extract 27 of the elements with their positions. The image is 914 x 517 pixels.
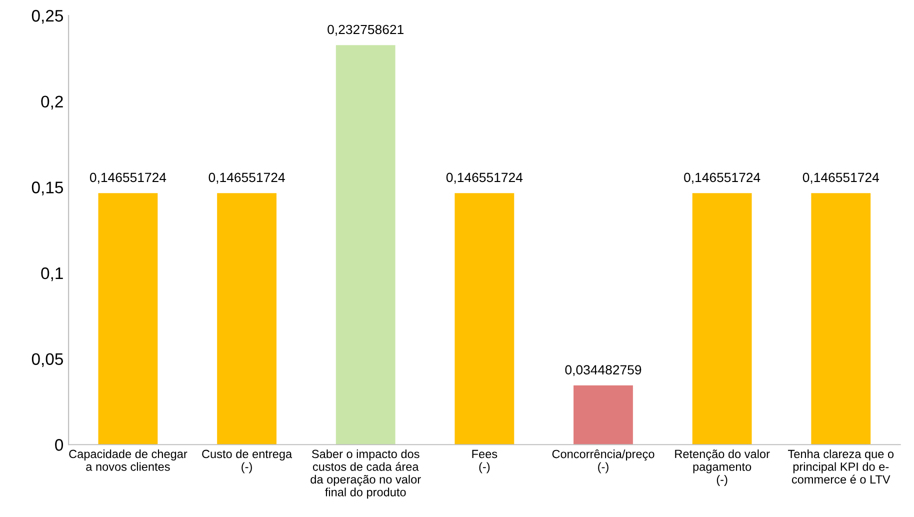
bar — [217, 193, 276, 445]
y-tick-label: 0 — [55, 439, 64, 451]
bar — [574, 385, 633, 445]
x-tick-label: Custo de entrega (-) — [202, 449, 292, 474]
x-tick-label: Fees (-) — [472, 450, 498, 474]
bar — [811, 193, 871, 445]
x-tick-label: Retenção do valor pagamento (-) — [675, 449, 770, 486]
x-tick-label: Capacidade de chegar a novos clientes — [69, 449, 188, 471]
data-label: 0,034482759 — [565, 365, 642, 376]
bar — [692, 193, 752, 445]
y-tick-label: 0,05 — [32, 353, 63, 367]
y-tick-label: 0,25 — [32, 10, 63, 24]
data-label: 0,232758621 — [328, 24, 404, 36]
x-tick-label: Tenha clareza que o principal KPI do e- commerce é o LTV — [788, 449, 894, 484]
x-tick-label: Saber o impacto dos custos de cada área da operação no valor final do produto — [310, 449, 421, 499]
data-label: 0,146551724 — [208, 172, 285, 184]
bar — [336, 45, 396, 445]
data-label: 0,146551724 — [446, 172, 523, 184]
bar — [454, 193, 514, 445]
data-label: 0,146551724 — [802, 172, 880, 184]
y-tick-label: 0,1 — [41, 267, 63, 282]
x-tick-label: Concorrência/preço (-) — [552, 449, 654, 474]
bar — [98, 193, 158, 445]
y-tick-label: 0,2 — [41, 96, 63, 110]
y-tick-label: 0,15 — [32, 182, 63, 196]
data-label: 0,146551724 — [684, 172, 760, 184]
data-label: 0,146551724 — [90, 172, 166, 184]
